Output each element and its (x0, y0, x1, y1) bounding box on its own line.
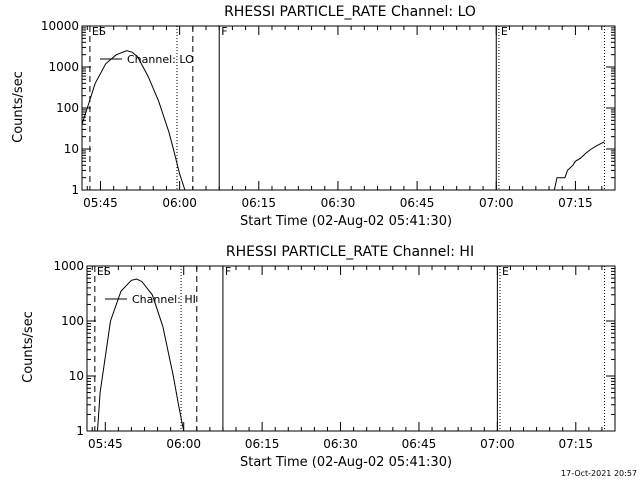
chart-title: RHESSI PARTICLE_RATE Channel: HI (226, 244, 474, 260)
x-tick-label: 06:45 (400, 196, 435, 210)
legend-label: Channel: HI (132, 293, 196, 306)
event-marker-label: F (225, 265, 231, 278)
y-tick-label: 10 (64, 142, 79, 156)
legend-label: Channel: LO (127, 53, 194, 66)
x-tick-label: 06:00 (162, 196, 197, 210)
x-axis-label: Start Time (02-Aug-02 05:41:30) (240, 455, 452, 470)
series-line (546, 141, 605, 190)
y-tick-label: 10000 (41, 19, 79, 33)
series-line (82, 50, 186, 190)
plot-frame (86, 265, 616, 432)
y-tick-label: 100 (56, 101, 79, 115)
event-marker-label: ES (97, 265, 111, 278)
y-axis-label: Counts/sec (11, 71, 26, 143)
x-tick-label: 06:00 (166, 437, 201, 451)
y-tick-label: 1000 (53, 259, 84, 273)
x-tick-label: 05:45 (83, 196, 118, 210)
event-marker-label: E (501, 25, 508, 38)
x-tick-label: 06:45 (402, 437, 437, 451)
x-tick-label: 05:45 (88, 437, 123, 451)
chart-panel-lo: RHESSI PARTICLE_RATE Channel: LO Counts/… (11, 4, 616, 229)
x-tick-label: 07:00 (480, 437, 515, 451)
x-tick-label: 07:15 (558, 437, 593, 451)
y-tick-label: 100 (61, 314, 84, 328)
x-tick-label: 07:15 (558, 196, 593, 210)
x-tick-label: 06:15 (245, 437, 280, 451)
event-marker-label: ES (92, 25, 106, 38)
y-tick-label: 1 (71, 183, 79, 197)
series-line (97, 278, 185, 431)
y-tick-label: 1000 (48, 60, 79, 74)
chart-panel-hi: RHESSI PARTICLE_RATE Channel: HI Counts/… (21, 244, 616, 470)
event-marker-label: E (502, 265, 509, 278)
chart-title: RHESSI PARTICLE_RATE Channel: LO (224, 4, 476, 20)
x-tick-label: 06:30 (323, 437, 358, 451)
x-axis-label: Start Time (02-Aug-02 05:41:30) (240, 214, 452, 229)
event-marker-label: F (221, 25, 227, 38)
footer-timestamp: 17-Oct-2021 20:57 (561, 469, 637, 478)
x-tick-label: 06:30 (321, 196, 356, 210)
x-tick-label: 06:15 (241, 196, 276, 210)
plot-frame (81, 25, 616, 191)
y-tick-label: 10 (69, 369, 84, 383)
x-tick-label: 07:00 (479, 196, 514, 210)
y-tick-label: 1 (76, 424, 84, 438)
y-axis-label: Counts/sec (21, 311, 36, 383)
